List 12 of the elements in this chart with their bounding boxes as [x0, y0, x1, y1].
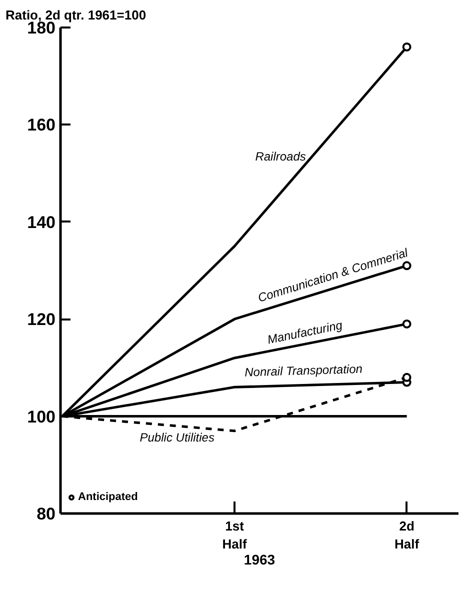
x-axis-title: 1963 — [244, 552, 276, 568]
series-label: Public Utilities — [140, 430, 214, 444]
x-tick-label: 2d Half — [394, 518, 420, 552]
y-tick-label: 80 — [36, 504, 56, 524]
series-label: Railroads — [255, 150, 306, 164]
series-label: Nonrail Transportation — [244, 362, 363, 380]
legend-label: Anticipated — [78, 491, 138, 503]
y-tick-label: 140 — [27, 212, 56, 232]
y-tick-label: 100 — [27, 407, 56, 426]
y-tick-label: 120 — [27, 310, 56, 330]
x-tick-label: 1st Half — [222, 518, 248, 552]
y-tick-label: 160 — [27, 116, 56, 135]
